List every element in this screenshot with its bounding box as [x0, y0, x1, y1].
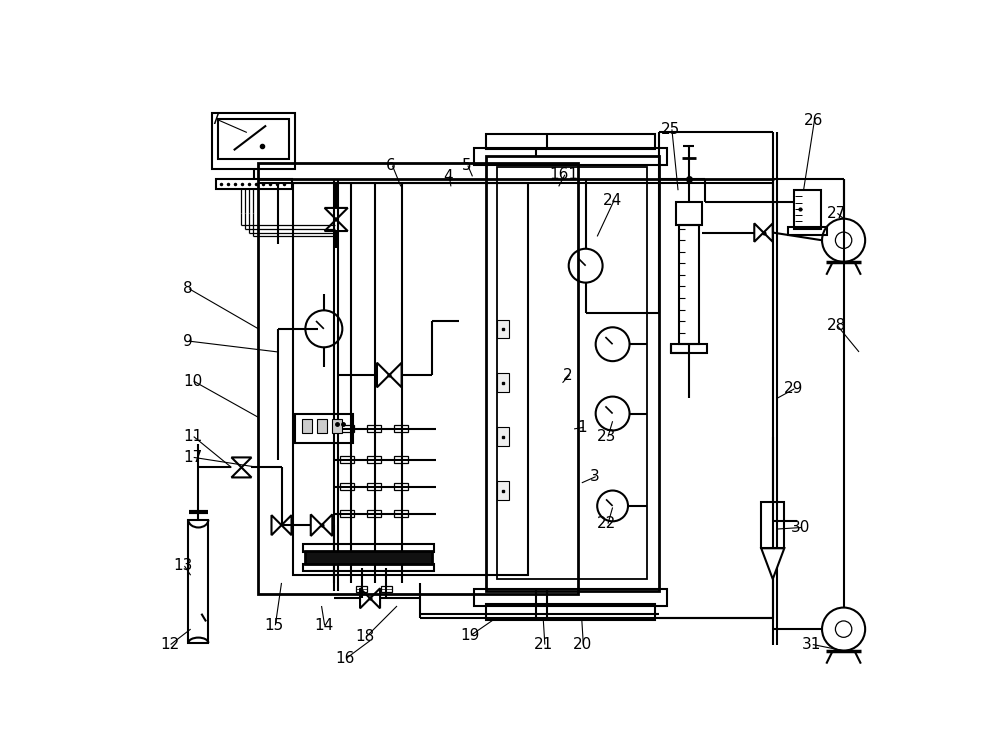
Bar [340, 510, 354, 517]
Bar [367, 426, 381, 433]
Text: 9: 9 [183, 333, 193, 348]
Text: 10: 10 [183, 374, 202, 389]
Text: 26: 26 [804, 113, 823, 128]
Text: 15: 15 [265, 618, 284, 633]
Bar [258, 163, 578, 595]
Bar [305, 550, 432, 565]
Bar [497, 373, 509, 392]
Text: 8: 8 [183, 282, 193, 297]
Text: 29: 29 [784, 382, 803, 397]
Text: 18: 18 [355, 629, 375, 644]
Bar [212, 113, 295, 169]
Bar [367, 510, 381, 517]
Bar [317, 419, 327, 433]
Bar [497, 320, 509, 338]
Bar [356, 587, 367, 592]
Bar [794, 190, 821, 229]
Bar [302, 419, 312, 433]
Bar [295, 414, 353, 443]
Bar [486, 155, 659, 590]
Text: 4: 4 [443, 169, 453, 184]
Text: 6: 6 [386, 158, 396, 173]
Bar [332, 419, 342, 433]
Bar [394, 426, 408, 433]
Text: 17: 17 [183, 450, 202, 465]
Text: 25: 25 [661, 122, 680, 137]
Bar [216, 179, 292, 189]
Bar [303, 564, 434, 572]
Text: 20: 20 [573, 637, 592, 652]
Text: 2: 2 [563, 367, 573, 382]
Bar [381, 587, 392, 592]
Text: 24: 24 [603, 193, 623, 208]
Bar [497, 167, 647, 579]
Text: 11: 11 [183, 429, 202, 444]
Text: 13: 13 [174, 559, 193, 574]
Text: 14: 14 [314, 618, 333, 633]
Bar [340, 457, 354, 463]
Text: 30: 30 [791, 520, 811, 535]
Bar [293, 182, 528, 575]
Bar [788, 228, 827, 235]
Text: 31: 31 [802, 637, 821, 652]
Bar [474, 589, 667, 606]
Bar [188, 520, 208, 643]
Text: 21: 21 [534, 637, 553, 652]
Text: 19: 19 [460, 628, 480, 643]
Bar [394, 510, 408, 517]
Text: 22: 22 [597, 516, 616, 531]
Bar [497, 427, 509, 446]
Text: 28: 28 [827, 318, 846, 333]
Bar [486, 605, 655, 620]
Bar [497, 481, 509, 499]
Text: 27: 27 [827, 206, 846, 221]
Bar [367, 457, 381, 463]
Bar [367, 483, 381, 490]
Polygon shape [761, 548, 784, 579]
Bar [303, 544, 434, 552]
Bar [676, 202, 702, 225]
Bar [671, 344, 707, 354]
Bar [679, 225, 699, 344]
Text: 161: 161 [549, 167, 578, 182]
Bar [340, 426, 354, 433]
Text: 1: 1 [577, 420, 587, 435]
Text: 12: 12 [160, 637, 179, 652]
Bar [394, 457, 408, 463]
Bar [340, 483, 354, 490]
Bar [394, 483, 408, 490]
Text: 7: 7 [211, 112, 220, 127]
Bar [486, 134, 655, 149]
Text: 23: 23 [597, 429, 617, 444]
Bar [761, 502, 784, 548]
Text: 3: 3 [590, 469, 599, 484]
Bar [218, 119, 289, 159]
Bar [474, 148, 667, 164]
Text: 5: 5 [462, 158, 471, 173]
Text: 16: 16 [335, 651, 355, 666]
